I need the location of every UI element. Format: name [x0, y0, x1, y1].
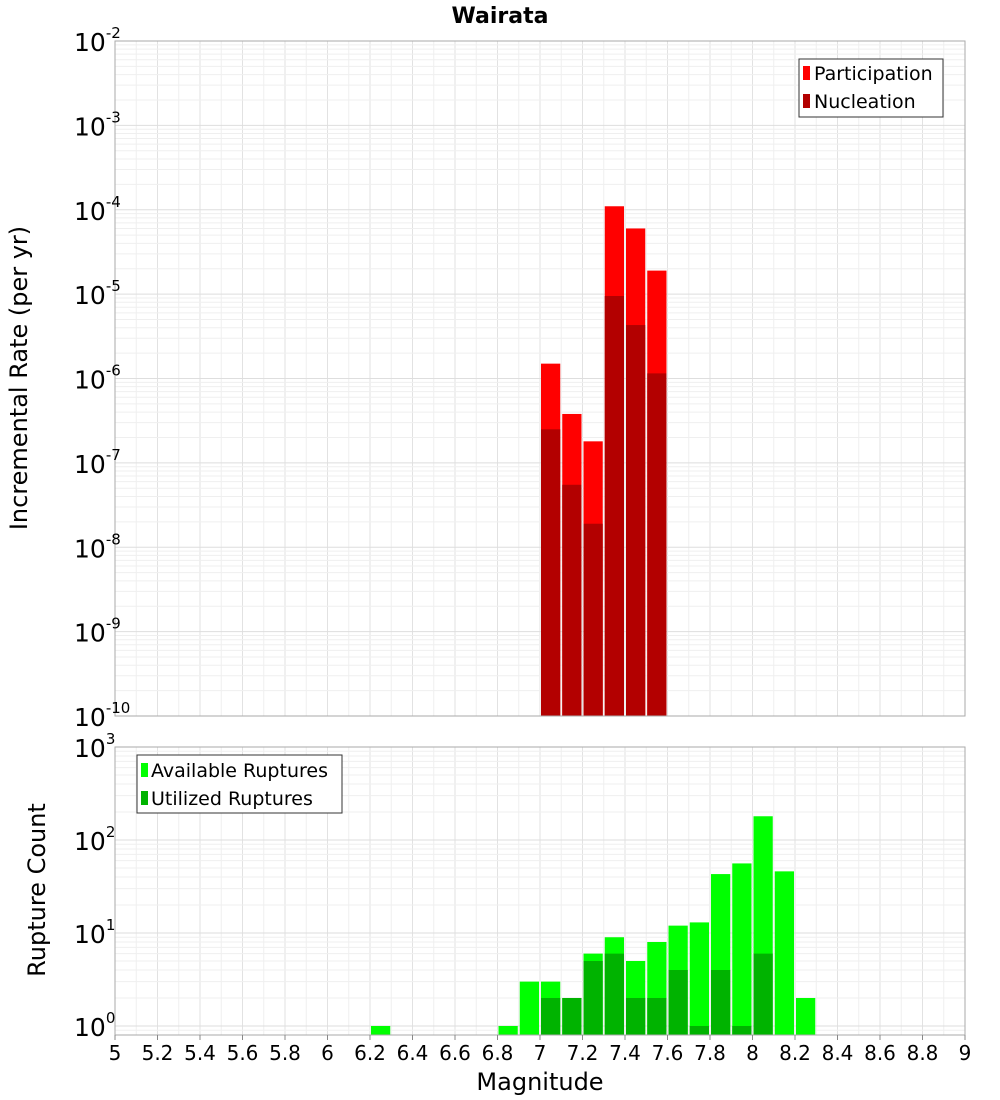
y-tick-label: 102 [74, 823, 115, 856]
top-panel-grid [114, 40, 966, 717]
x-tick-label: 5.4 [184, 1041, 216, 1065]
bottom-y-axis-label: Rupture Count [23, 803, 51, 977]
top-y-axis-label: Incremental Rate (per yr) [5, 226, 33, 530]
bar-available-ruptures [774, 871, 794, 1035]
legend-label-available: Available Ruptures [151, 760, 328, 782]
bar-utilized-ruptures [689, 1025, 709, 1035]
bar-available-ruptures [498, 1025, 518, 1035]
bar-available-ruptures [519, 981, 539, 1035]
x-tick-label: 6.8 [482, 1041, 514, 1065]
legend-label-utilized: Utilized Ruptures [151, 788, 313, 810]
x-tick-label: 7.2 [567, 1041, 599, 1065]
bar-utilized-ruptures [668, 969, 688, 1035]
bar-utilized-ruptures [604, 953, 624, 1035]
bar-utilized-ruptures [541, 997, 561, 1035]
bar-nucleation [604, 296, 624, 716]
x-tick-label: 6 [321, 1041, 334, 1065]
bar-utilized-ruptures [732, 1025, 752, 1035]
legend-label-nucleation: Nucleation [814, 91, 916, 113]
x-tick-label: 7.8 [694, 1041, 726, 1065]
bar-nucleation [626, 325, 646, 716]
bottom-y-ticks: 100 101 102 103 [74, 730, 115, 1042]
legend-swatch-utilized [141, 791, 148, 805]
x-axis-label: Magnitude [476, 1068, 603, 1096]
y-tick-label: 10-4 [74, 193, 121, 226]
x-tick-label: 5.6 [227, 1041, 259, 1065]
x-tick-label: 5.2 [142, 1041, 174, 1065]
bar-utilized-ruptures [711, 969, 731, 1035]
legend-label-participation: Participation [814, 63, 933, 85]
x-ticks: 5 5.2 5.4 5.6 5.8 6 6.2 6.4 6.6 6.8 7 7.2 7.4 7.6 7.8 8… [109, 1035, 972, 1065]
bar-nucleation [541, 429, 561, 716]
bar-available-ruptures [371, 1025, 391, 1035]
y-tick-label: 101 [74, 916, 115, 949]
bar-utilized-ruptures [626, 997, 646, 1035]
bar-utilized-ruptures [583, 960, 603, 1035]
x-tick-label: 8 [746, 1041, 759, 1065]
x-tick-label: 5.8 [269, 1041, 301, 1065]
x-tick-label: 8.4 [822, 1041, 854, 1065]
x-tick-label: 8.2 [779, 1041, 811, 1065]
y-tick-label: 10-9 [74, 615, 121, 648]
x-tick-label: 6.6 [439, 1041, 471, 1065]
x-tick-label: 8.6 [864, 1041, 896, 1065]
top-panel-bars [541, 206, 667, 716]
bar-utilized-ruptures [647, 997, 667, 1035]
x-tick-label: 9 [959, 1041, 972, 1065]
y-tick-label: 10-6 [74, 362, 121, 395]
top-legend: Participation Nucleation [798, 58, 944, 118]
legend-swatch-available [141, 763, 148, 777]
bar-available-ruptures [689, 922, 709, 1035]
legend-swatch-participation [803, 66, 810, 80]
bottom-panel-bars [371, 816, 816, 1035]
bar-available-ruptures [732, 863, 752, 1035]
bar-nucleation [647, 373, 667, 716]
x-tick-label: 7 [534, 1041, 547, 1065]
y-tick-label: 10-2 [74, 24, 121, 57]
bar-nucleation [583, 523, 603, 716]
x-tick-label: 8.8 [907, 1041, 939, 1065]
y-tick-label: 100 [74, 1009, 115, 1042]
x-tick-label: 7.4 [609, 1041, 641, 1065]
bottom-legend: Available Ruptures Utilized Ruptures [136, 754, 343, 814]
chart-title: Wairata [452, 4, 549, 29]
bar-nucleation [562, 484, 582, 716]
bar-utilized-ruptures [562, 997, 582, 1035]
legend-swatch-nucleation [803, 94, 810, 108]
top-legend-box [798, 58, 944, 118]
x-tick-label: 6.2 [354, 1041, 386, 1065]
x-tick-label: 6.4 [397, 1041, 429, 1065]
top-y-ticks: 10-10 10-9 10-8 10-7 10-6 10-5 10-4 10-3 10-2 [74, 24, 130, 732]
x-tick-label: 5 [109, 1041, 122, 1065]
y-tick-label: 103 [74, 730, 115, 763]
y-tick-label: 10-10 [74, 699, 130, 732]
top-panel-frame [114, 40, 966, 717]
x-tick-label: 7.6 [652, 1041, 684, 1065]
y-tick-label: 10-8 [74, 530, 121, 563]
bar-utilized-ruptures [753, 953, 773, 1035]
bottom-legend-box [136, 754, 343, 814]
y-tick-label: 10-5 [74, 277, 121, 310]
bar-available-ruptures [796, 997, 816, 1035]
y-tick-label: 10-7 [74, 446, 121, 479]
y-tick-label: 10-3 [74, 108, 121, 141]
